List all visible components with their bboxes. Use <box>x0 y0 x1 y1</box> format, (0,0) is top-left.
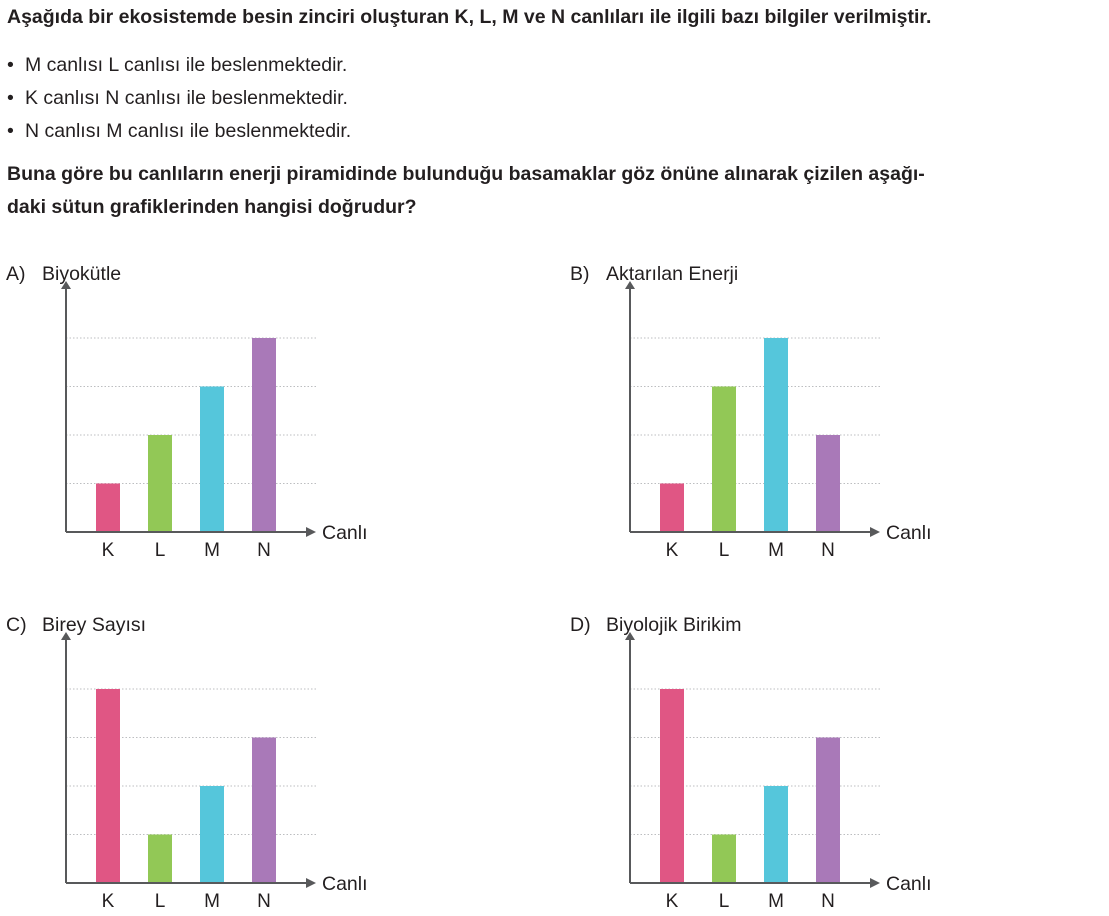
fact-item: • M canlısı L canlısı ile beslenmektedir. <box>7 49 351 82</box>
chart-c-tick-label: N <box>257 891 271 912</box>
chart-b-tick-label: K <box>666 540 679 561</box>
chart-d-bar-l <box>712 834 736 883</box>
question-text: Buna göre bu canlıların enerji piramidin… <box>7 158 1105 224</box>
fact-item: • K canlısı N canlısı ile beslenmektedir. <box>7 82 351 115</box>
chart-b-x-axis-arrow <box>870 527 880 537</box>
fact-text: N canlısı M canlısı ile beslenmektedir. <box>25 120 352 142</box>
bullet-point: • <box>7 87 14 109</box>
chart-a-option-letter: A) <box>6 263 26 285</box>
question-line: Buna göre bu canlıların enerji piramidin… <box>7 163 925 185</box>
chart-a-y-axis-arrow <box>61 281 71 289</box>
chart-a-bar-k <box>96 483 120 532</box>
chart-c-x-label: Canlı <box>322 873 368 895</box>
chart-c-bar-l <box>148 834 172 883</box>
chart-c-x-axis-arrow <box>306 878 316 888</box>
chart-b-y-label: Aktarılan Enerji <box>606 263 738 285</box>
chart-d-option-letter: D) <box>570 614 591 636</box>
chart-c-tick-label: K <box>102 891 115 912</box>
chart-d-y-label: Biyolojik Birikim <box>606 614 741 636</box>
bullet-point: • <box>7 120 14 142</box>
intro-text: Aşağıda bir ekosistemde besin zinciri ol… <box>7 6 932 28</box>
chart-d-bar-n <box>816 737 840 883</box>
chart-b-bar-n <box>816 435 840 532</box>
chart-a-y-label: Biyokütle <box>42 263 121 285</box>
chart-b-y-axis-arrow <box>625 281 635 289</box>
chart-a-tick-label: M <box>204 540 220 561</box>
bullet-point: • <box>7 54 14 76</box>
chart-b-bar-m <box>764 338 788 532</box>
chart-c-y-label: Birey Sayısı <box>42 614 146 636</box>
chart-d-tick-label: M <box>768 891 784 912</box>
chart-b-tick-label: M <box>768 540 784 561</box>
chart-b-bar-k <box>660 483 684 532</box>
chart-b-tick-label: N <box>821 540 835 561</box>
fact-text: M canlısı L canlısı ile beslenmektedir. <box>25 54 348 76</box>
chart-c-tick-label: M <box>204 891 220 912</box>
chart-a-tick-label: K <box>102 540 115 561</box>
chart-b-bar-l <box>712 386 736 532</box>
facts-list: • M canlısı L canlısı ile beslenmektedir.… <box>7 49 351 148</box>
chart-b-option-letter: B) <box>570 263 590 285</box>
chart-a-x-label: Canlı <box>322 522 368 544</box>
chart-d-y-axis-arrow <box>625 632 635 640</box>
chart-a-tick-label: L <box>155 540 166 561</box>
fact-text: K canlısı N canlısı ile beslenmektedir. <box>25 87 348 109</box>
chart-c-option-letter: C) <box>6 614 27 636</box>
chart-c-bar-m <box>200 786 224 883</box>
fact-item: • N canlısı M canlısı ile beslenmektedir. <box>7 115 351 148</box>
question-line: daki sütun grafiklerinden hangisi doğrud… <box>7 196 417 218</box>
chart-a-tick-label: N <box>257 540 271 561</box>
chart-d-x-label: Canlı <box>886 873 932 895</box>
chart-c-bar-n <box>252 737 276 883</box>
chart-d-tick-label: K <box>666 891 679 912</box>
chart-b-x-label: Canlı <box>886 522 932 544</box>
chart-d-tick-label: L <box>719 891 730 912</box>
chart-a-bar-l <box>148 435 172 532</box>
chart-d-tick-label: N <box>821 891 835 912</box>
chart-c-bar-k <box>96 689 120 883</box>
chart-a-x-axis-arrow <box>306 527 316 537</box>
chart-d-bar-m <box>764 786 788 883</box>
chart-c-y-axis-arrow <box>61 632 71 640</box>
chart-a-bar-n <box>252 338 276 532</box>
chart-c-tick-label: L <box>155 891 166 912</box>
chart-b-tick-label: L <box>719 540 730 561</box>
chart-d-bar-k <box>660 689 684 883</box>
chart-d-x-axis-arrow <box>870 878 880 888</box>
chart-a-bar-m <box>200 386 224 532</box>
